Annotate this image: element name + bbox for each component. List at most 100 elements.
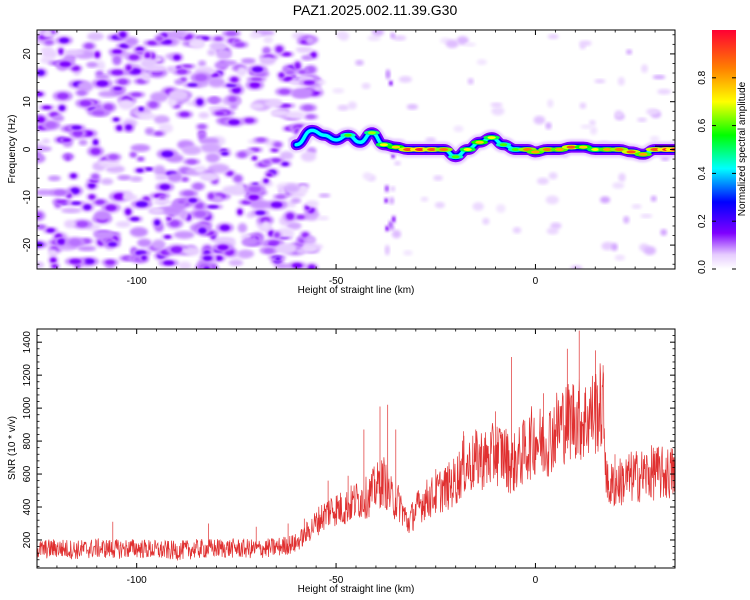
spectral-blob — [199, 254, 216, 263]
spectral-blob — [175, 110, 194, 119]
spectral-blob — [223, 117, 245, 127]
spectral-blob — [214, 60, 230, 70]
spectral-blob — [611, 243, 618, 251]
spectral-blob — [491, 106, 505, 116]
spectral-blob — [182, 145, 202, 156]
spectral-blob — [61, 207, 82, 214]
spectral-blob — [206, 96, 223, 104]
spectral-blob — [115, 221, 131, 228]
spectral-blob — [142, 50, 153, 61]
spectral-blob — [109, 86, 126, 92]
spectral-blob — [476, 59, 487, 66]
spectral-blob — [194, 165, 207, 174]
spectrogram-panel: -100 -50 0 20 10 0 -10 -20 Height of straight … — [7, 29, 676, 296]
ridge-peak-core — [511, 148, 520, 151]
ridge-peak-core — [403, 148, 413, 151]
spectral-blob — [275, 243, 298, 255]
spectral-blob — [579, 43, 586, 50]
spectral-blob — [305, 36, 315, 44]
spectral-blob — [94, 70, 105, 77]
spectral-blob — [211, 35, 225, 43]
spectral-blob — [273, 255, 283, 262]
spectral-blob — [406, 104, 419, 110]
spectral-blob — [614, 254, 626, 261]
spectral-blob — [48, 256, 59, 265]
spectral-blob — [259, 56, 276, 66]
spectral-blob — [54, 236, 69, 247]
spectral-blob — [114, 123, 125, 133]
spectral-blob — [263, 35, 274, 44]
spectral-blob — [657, 88, 672, 95]
ridge-peak-core — [499, 143, 508, 147]
spectral-blob — [445, 39, 459, 49]
spectral-blob — [589, 119, 596, 126]
spectral-blob — [303, 113, 319, 120]
ridge-peak-core — [379, 143, 388, 147]
spectral-blob — [383, 197, 389, 204]
spectral-blob — [512, 227, 522, 234]
spectral-blob — [200, 142, 222, 154]
colorbar: 0.0 0.2 0.4 0.6 0.8 Normalized spectral ampl… — [697, 30, 748, 274]
spectral-blob — [151, 130, 166, 137]
spectral-blob — [156, 148, 179, 160]
spectral-blob — [434, 201, 445, 209]
spectral-blob — [261, 46, 272, 55]
spectral-blob — [305, 200, 319, 207]
spectral-blob — [273, 263, 292, 269]
spectral-blob — [37, 210, 46, 222]
spectral-blob — [637, 117, 647, 123]
spectral-blob — [286, 222, 302, 230]
spectral-blob — [63, 49, 85, 56]
ridge-peak-core — [650, 148, 660, 151]
y-tick-label: 400 — [22, 498, 33, 515]
spectral-blob — [283, 210, 297, 222]
spectral-blob — [287, 261, 307, 269]
spectral-blob — [392, 35, 407, 41]
spectral-blob — [652, 75, 666, 80]
spectral-blob — [208, 77, 225, 88]
spectral-blob — [385, 69, 391, 80]
y-tick-label: 800 — [22, 432, 33, 449]
spectral-blob — [203, 204, 224, 210]
spectral-blob — [111, 54, 123, 66]
spectral-blob — [64, 219, 76, 229]
spectral-blob — [536, 177, 549, 185]
ridge-peak-core — [451, 155, 460, 159]
spectral-blob — [122, 122, 135, 133]
ridge-peak-core — [415, 148, 425, 151]
spectral-blob — [640, 213, 653, 219]
spectral-blob — [388, 220, 394, 230]
spectral-blob — [403, 250, 413, 256]
spectral-blob — [238, 249, 255, 259]
spectral-blob — [125, 52, 143, 62]
spectral-blob — [63, 153, 73, 162]
spectral-blob — [293, 213, 308, 221]
spectral-blob — [391, 229, 402, 239]
ridge-peak-core — [638, 152, 648, 156]
spectral-blob — [228, 259, 244, 267]
spectral-blob — [179, 209, 189, 220]
spectral-blob — [86, 193, 98, 201]
snr-x-ticks: -100 -50 0 — [36, 329, 676, 586]
spectral-blob — [337, 104, 350, 111]
spectral-blob — [141, 71, 151, 81]
spectral-blob — [129, 176, 143, 182]
spectral-blob — [198, 112, 210, 119]
y-tick-label: -20 — [22, 237, 33, 252]
spectral-blob — [216, 48, 232, 60]
spectral-blob — [240, 58, 256, 64]
spectral-blob — [105, 153, 122, 162]
spectral-blob — [101, 202, 121, 213]
spectral-blob — [283, 69, 297, 76]
x-tick-label: -50 — [329, 575, 344, 586]
spectral-blob — [224, 169, 236, 178]
ridge-peak-core — [614, 148, 624, 151]
spectral-blob — [168, 89, 189, 101]
spectral-blob — [42, 39, 56, 46]
spectral-blob — [89, 172, 101, 181]
spectral-blob — [180, 176, 190, 183]
spectral-blob — [67, 200, 86, 206]
spectral-blob — [292, 87, 314, 98]
spectral-blob — [241, 238, 258, 246]
spectral-blob — [124, 63, 134, 73]
